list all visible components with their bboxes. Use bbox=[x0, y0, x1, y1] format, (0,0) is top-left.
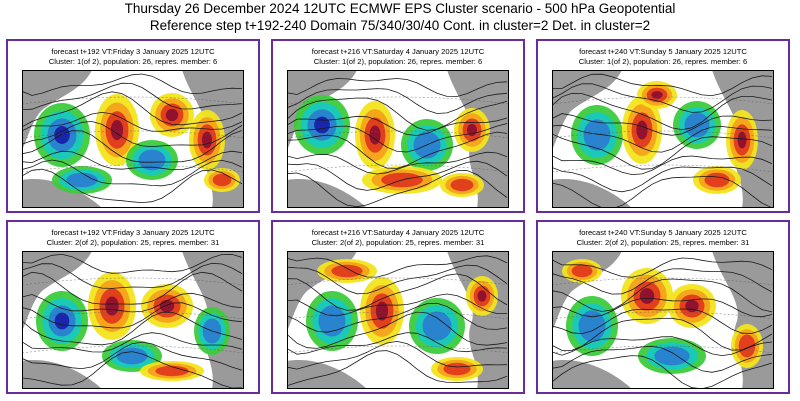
map-panel-cluster1-t192: forecast t+192 VT:Friday 3 January 2025 … bbox=[6, 39, 260, 213]
anomaly-map bbox=[552, 251, 774, 389]
map-panel-cluster2-t192: forecast t+192 VT:Friday 3 January 2025 … bbox=[6, 220, 260, 394]
anomaly-map bbox=[22, 70, 244, 208]
panel-cluster-label: Cluster: 1(of 2), population: 26, repres… bbox=[313, 57, 483, 66]
panel-cluster-label: Cluster: 1(of 2), population: 26, repres… bbox=[578, 57, 748, 66]
figure-header: Thursday 26 December 2024 12UTC ECMWF EP… bbox=[0, 0, 800, 36]
panel-forecast-label: forecast t+192 VT:Friday 3 January 2025 … bbox=[51, 47, 215, 56]
panel-forecast-label: forecast t+216 VT:Saturday 4 January 202… bbox=[311, 228, 485, 237]
anomaly-map bbox=[287, 70, 509, 208]
figure-title: Thursday 26 December 2024 12UTC ECMWF EP… bbox=[124, 1, 676, 16]
panel-cluster-label: Cluster: 2(of 2), population: 25, repres… bbox=[311, 238, 485, 247]
panel-forecast-label: forecast t+240 VT:Sunday 5 January 2025 … bbox=[579, 228, 747, 237]
map-panel-cluster2-t240: forecast t+240 VT:Sunday 5 January 2025 … bbox=[536, 220, 790, 394]
panel-cluster-label: Cluster: 2(of 2), population: 25, repres… bbox=[576, 238, 750, 247]
panel-forecast-label: forecast t+192 VT:Friday 3 January 2025 … bbox=[51, 228, 215, 237]
map-panel-cluster2-t216: forecast t+216 VT:Saturday 4 January 202… bbox=[271, 220, 525, 394]
anomaly-map bbox=[287, 251, 509, 389]
anomaly-map bbox=[22, 251, 244, 389]
map-panel-cluster1-t240: forecast t+240 VT:Sunday 5 January 2025 … bbox=[536, 39, 790, 213]
panel-forecast-label: forecast t+216 VT:Saturday 4 January 202… bbox=[311, 47, 485, 56]
panel-cluster-label: Cluster: 2(of 2), population: 25, repres… bbox=[46, 238, 220, 247]
figure-subtitle: Reference step t+192-240 Domain 75/340/3… bbox=[149, 18, 651, 33]
anomaly-map bbox=[552, 70, 774, 208]
map-panel-cluster1-t216: forecast t+216 VT:Saturday 4 January 202… bbox=[271, 39, 525, 213]
panel-forecast-label: forecast t+240 VT:Sunday 5 January 2025 … bbox=[579, 47, 747, 56]
panel-cluster-label: Cluster: 1(of 2), population: 26, repres… bbox=[48, 57, 218, 66]
